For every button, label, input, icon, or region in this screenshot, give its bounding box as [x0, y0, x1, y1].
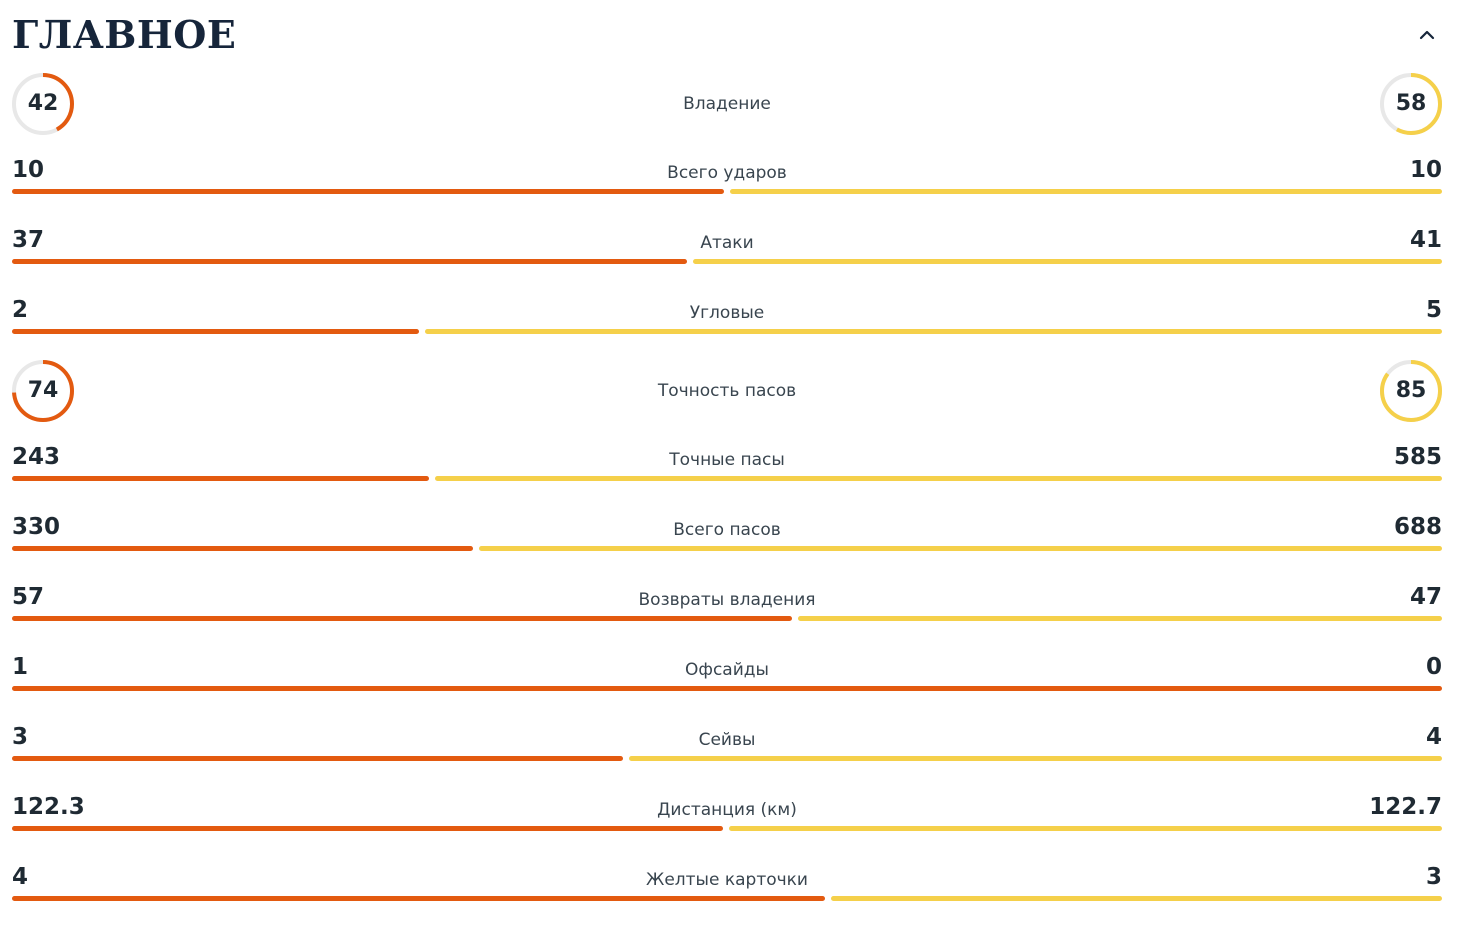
stat-label: Всего пасов	[673, 520, 781, 540]
stat-label: Дистанция (км)	[657, 800, 797, 820]
comparison-bar	[12, 329, 1442, 334]
comparison-bar	[12, 896, 1442, 901]
away-value: 122.7	[1369, 794, 1442, 820]
comparison-bar	[12, 189, 1442, 194]
away-value: 585	[1393, 444, 1442, 470]
home-bar	[12, 329, 419, 334]
away-bar	[729, 826, 1442, 831]
home-value: 74	[27, 378, 59, 403]
away-bar	[693, 259, 1442, 264]
stat-label: Возвраты владения	[638, 590, 816, 610]
stat-row-ring: 74 Точность пасов 85	[12, 359, 1442, 423]
away-value: 47	[1409, 584, 1442, 610]
home-value: 1	[12, 654, 29, 680]
away-value: 688	[1393, 514, 1442, 540]
comparison-bar	[12, 259, 1442, 264]
home-value: 57	[12, 584, 45, 610]
home-value: 10	[12, 157, 45, 183]
home-bar	[12, 476, 429, 481]
away-ring-gauge: 58	[1379, 72, 1443, 136]
collapse-button[interactable]	[1412, 22, 1442, 48]
section-title: ГЛАВНОЕ	[12, 12, 237, 57]
comparison-bar	[12, 546, 1442, 551]
away-value: 41	[1409, 227, 1442, 253]
away-bar	[831, 896, 1442, 901]
away-bar	[479, 546, 1442, 551]
away-bar	[798, 616, 1442, 621]
away-value: 85	[1395, 378, 1427, 403]
comparison-bar	[12, 476, 1442, 481]
away-bar	[425, 329, 1442, 334]
away-value: 10	[1409, 157, 1442, 183]
away-value: 0	[1425, 654, 1442, 680]
away-value: 4	[1425, 724, 1442, 750]
stat-label: Сейвы	[698, 730, 756, 750]
comparison-bar	[12, 616, 1442, 621]
home-value: 2	[12, 297, 29, 323]
comparison-bar	[12, 826, 1442, 831]
home-value: 122.3	[12, 794, 85, 820]
stat-label: Желтые карточки	[646, 870, 808, 890]
away-bar	[435, 476, 1442, 481]
home-bar	[12, 826, 723, 831]
home-bar	[12, 686, 1442, 691]
stat-label: Атаки	[700, 233, 754, 253]
stat-label: Офсайды	[685, 660, 769, 680]
home-value: 42	[27, 91, 59, 116]
home-bar	[12, 546, 473, 551]
comparison-bar	[12, 756, 1442, 761]
home-value: 330	[12, 514, 61, 540]
home-bar	[12, 896, 825, 901]
away-ring-gauge: 85	[1379, 359, 1443, 423]
home-value: 37	[12, 227, 45, 253]
stat-label: Точность пасов	[657, 381, 797, 401]
away-value: 58	[1395, 91, 1427, 116]
home-bar	[12, 616, 792, 621]
home-bar	[12, 259, 687, 264]
home-bar	[12, 756, 623, 761]
home-bar	[12, 189, 724, 194]
away-bar	[730, 189, 1442, 194]
home-value: 4	[12, 864, 29, 890]
away-value: 5	[1425, 297, 1442, 323]
stat-label: Точные пасы	[669, 450, 785, 470]
stat-row-ring: 42 Владение 58	[12, 72, 1442, 136]
away-value: 3	[1425, 864, 1442, 890]
home-value: 3	[12, 724, 29, 750]
home-ring-gauge: 42	[11, 72, 75, 136]
home-value: 243	[12, 444, 61, 470]
away-bar	[629, 756, 1442, 761]
comparison-bar	[12, 686, 1442, 691]
stat-label: Угловые	[689, 303, 765, 323]
stat-label: Всего ударов	[667, 163, 787, 183]
home-ring-gauge: 74	[11, 359, 75, 423]
chevron-up-icon	[1419, 30, 1435, 40]
stat-label: Владение	[683, 94, 771, 114]
